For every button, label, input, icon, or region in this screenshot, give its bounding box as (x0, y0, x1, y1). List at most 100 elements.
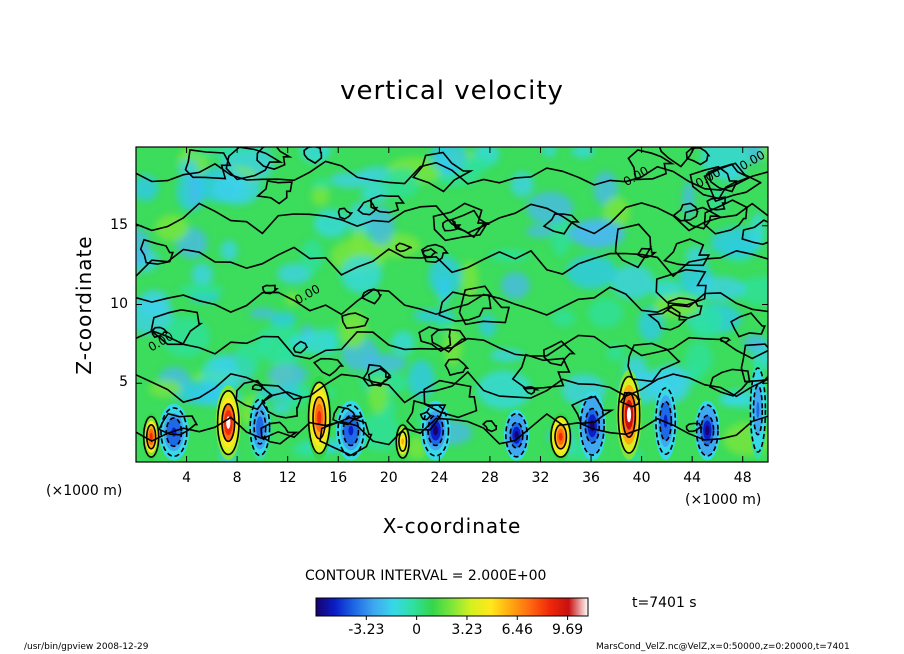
zero-contour (685, 422, 703, 433)
zero-contour (703, 199, 748, 235)
zero-contour (627, 149, 675, 181)
zero-contour (667, 297, 703, 319)
cell-contour (749, 367, 767, 453)
cell-contour (398, 430, 408, 452)
cell-contour (146, 423, 157, 450)
cell-contour (700, 414, 715, 447)
cell-contour (655, 387, 677, 455)
zero-contour (136, 412, 768, 446)
zero-contour (139, 238, 174, 265)
x-tick-label: 16 (329, 470, 348, 486)
field-blob (301, 329, 338, 355)
field-blob (695, 276, 746, 301)
field-blob (736, 276, 768, 306)
cell-contour (216, 390, 240, 456)
cell-contour (617, 375, 641, 454)
cell-contour (249, 398, 271, 457)
cell-contour (253, 410, 267, 445)
field-blob (477, 370, 532, 410)
cell-contour (550, 415, 572, 458)
field-blob (249, 307, 276, 319)
colorbar-tick-label: 9.69 (551, 622, 584, 638)
field-blob (479, 314, 497, 337)
zero-contour (422, 247, 439, 258)
zero-contour (451, 209, 491, 239)
zero-contour (730, 312, 767, 338)
zero-contour (303, 147, 323, 165)
y-tick-label: 10 (110, 295, 128, 312)
footer-source: MarsCond_VelZ.nc@VelZ,x=0:50000,z=0:2000… (596, 642, 850, 652)
zero-contour (136, 202, 768, 235)
field-blob (172, 380, 225, 404)
cell-contour (579, 395, 605, 456)
x-tick-label: 36 (582, 470, 600, 486)
colorbar-tick-label: 3.23 (451, 622, 483, 638)
zero-contour (430, 328, 468, 353)
zero-contour (458, 285, 511, 326)
field-blob (256, 332, 274, 353)
cell-contour (342, 414, 360, 447)
velocity-cell (663, 414, 668, 428)
zero-contour (360, 288, 383, 305)
zero-contour (627, 342, 681, 383)
zero-contour (481, 420, 498, 433)
zero-contour (158, 412, 199, 436)
zero-contour (636, 247, 658, 259)
velocity-cell (401, 438, 405, 445)
zero-contour (357, 199, 379, 216)
field-blob (138, 289, 170, 318)
field-blob (277, 263, 312, 284)
field-blob (178, 283, 224, 296)
field-blob (428, 256, 462, 297)
colorbar-tick-label: 0 (412, 622, 422, 638)
velocity-cell (433, 425, 439, 436)
field-blob (269, 311, 297, 327)
zero-contour (406, 399, 447, 431)
zero-contour (235, 379, 274, 411)
field-blob (742, 334, 766, 352)
cell-contour (554, 423, 568, 450)
field-blob (407, 359, 435, 400)
zero-contour (570, 395, 615, 425)
field-blob (329, 172, 372, 188)
zero-contour (256, 147, 293, 170)
x-tick-label: 20 (379, 470, 398, 486)
zero-contour (292, 340, 309, 354)
velocity-cell (558, 432, 563, 441)
cell-contour (337, 404, 365, 457)
field-blob (566, 255, 617, 289)
cell-contour (312, 396, 327, 440)
zero-contour (150, 308, 204, 346)
velocity-cell (705, 425, 710, 436)
cell-contour (307, 381, 331, 455)
field-blob (571, 147, 595, 159)
zero-contour (261, 391, 303, 419)
field-blob (501, 271, 530, 300)
colorbar (315, 597, 589, 617)
zero-contour (136, 370, 768, 404)
tick-marks (136, 147, 768, 462)
zero-contour (438, 291, 492, 323)
field-blob (588, 298, 624, 328)
zero-contour (255, 179, 293, 205)
zero-contour (683, 206, 722, 230)
field-blob (430, 147, 468, 173)
x-tick-label: 4 (182, 470, 192, 486)
x-scale-unit-right: (×1000 m) (685, 492, 762, 508)
velocity-cell (756, 401, 760, 419)
velocity-cell (626, 407, 632, 423)
field-blob (443, 326, 462, 366)
field-blob (461, 156, 494, 172)
zero-contour (619, 391, 641, 408)
zero-contour (662, 238, 711, 267)
field-blob (361, 184, 389, 203)
field-blob (746, 147, 763, 164)
x-tick-label: 48 (733, 470, 752, 486)
contour-lines (136, 147, 768, 459)
field-blob (489, 348, 524, 362)
field-blob (289, 336, 308, 348)
zero-contour (658, 147, 696, 168)
zero-contour (740, 343, 768, 383)
field-blob (368, 205, 395, 246)
zero-contour (542, 213, 580, 235)
